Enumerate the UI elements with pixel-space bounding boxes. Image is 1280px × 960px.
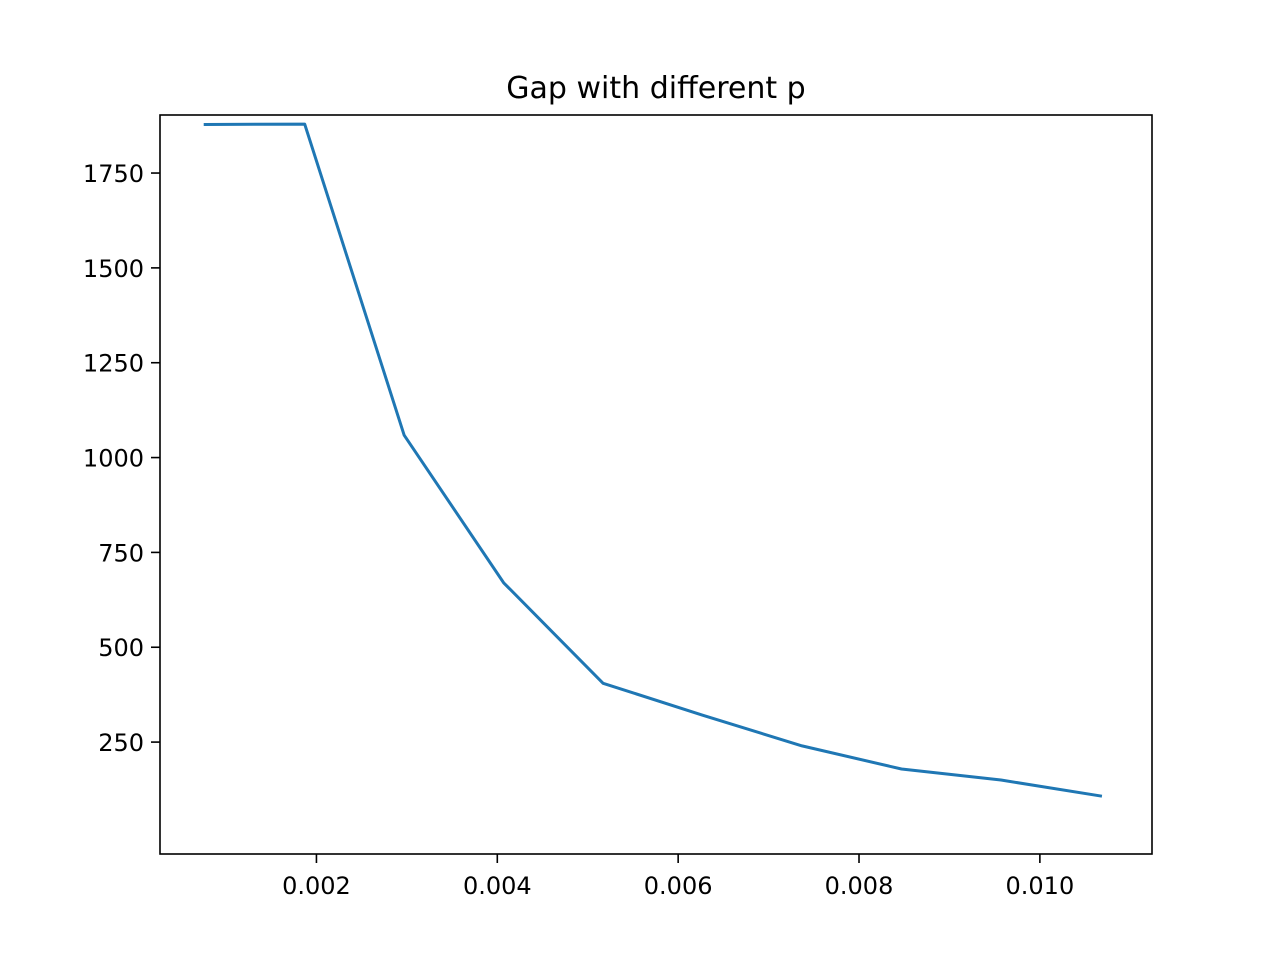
- y-tick-label: 1250: [83, 350, 144, 378]
- x-axis: 0.002 0.004 0.006 0.008 0.010: [282, 854, 1074, 900]
- x-tick-label: 0.002: [282, 872, 351, 900]
- chart-title: Gap with different p: [506, 71, 805, 106]
- y-tick-label: 1000: [83, 445, 144, 473]
- plot-area-frame: [159, 114, 1153, 855]
- x-tick-label: 0.006: [644, 872, 713, 900]
- x-tick-label: 0.010: [1006, 872, 1075, 900]
- y-tick-label: 500: [98, 634, 144, 662]
- y-tick-label: 1500: [83, 255, 144, 283]
- series-group: [203, 122, 1103, 798]
- x-tick-label: 0.008: [825, 872, 894, 900]
- y-tick-label: 750: [98, 539, 144, 567]
- x-tick-label: 0.004: [463, 872, 532, 900]
- y-axis: 250 500 750 1000 1250 1500 1750: [83, 160, 160, 757]
- y-tick-label: 1750: [83, 160, 144, 188]
- y-tick-label: 250: [98, 729, 144, 757]
- series-line-0: [203, 122, 1103, 798]
